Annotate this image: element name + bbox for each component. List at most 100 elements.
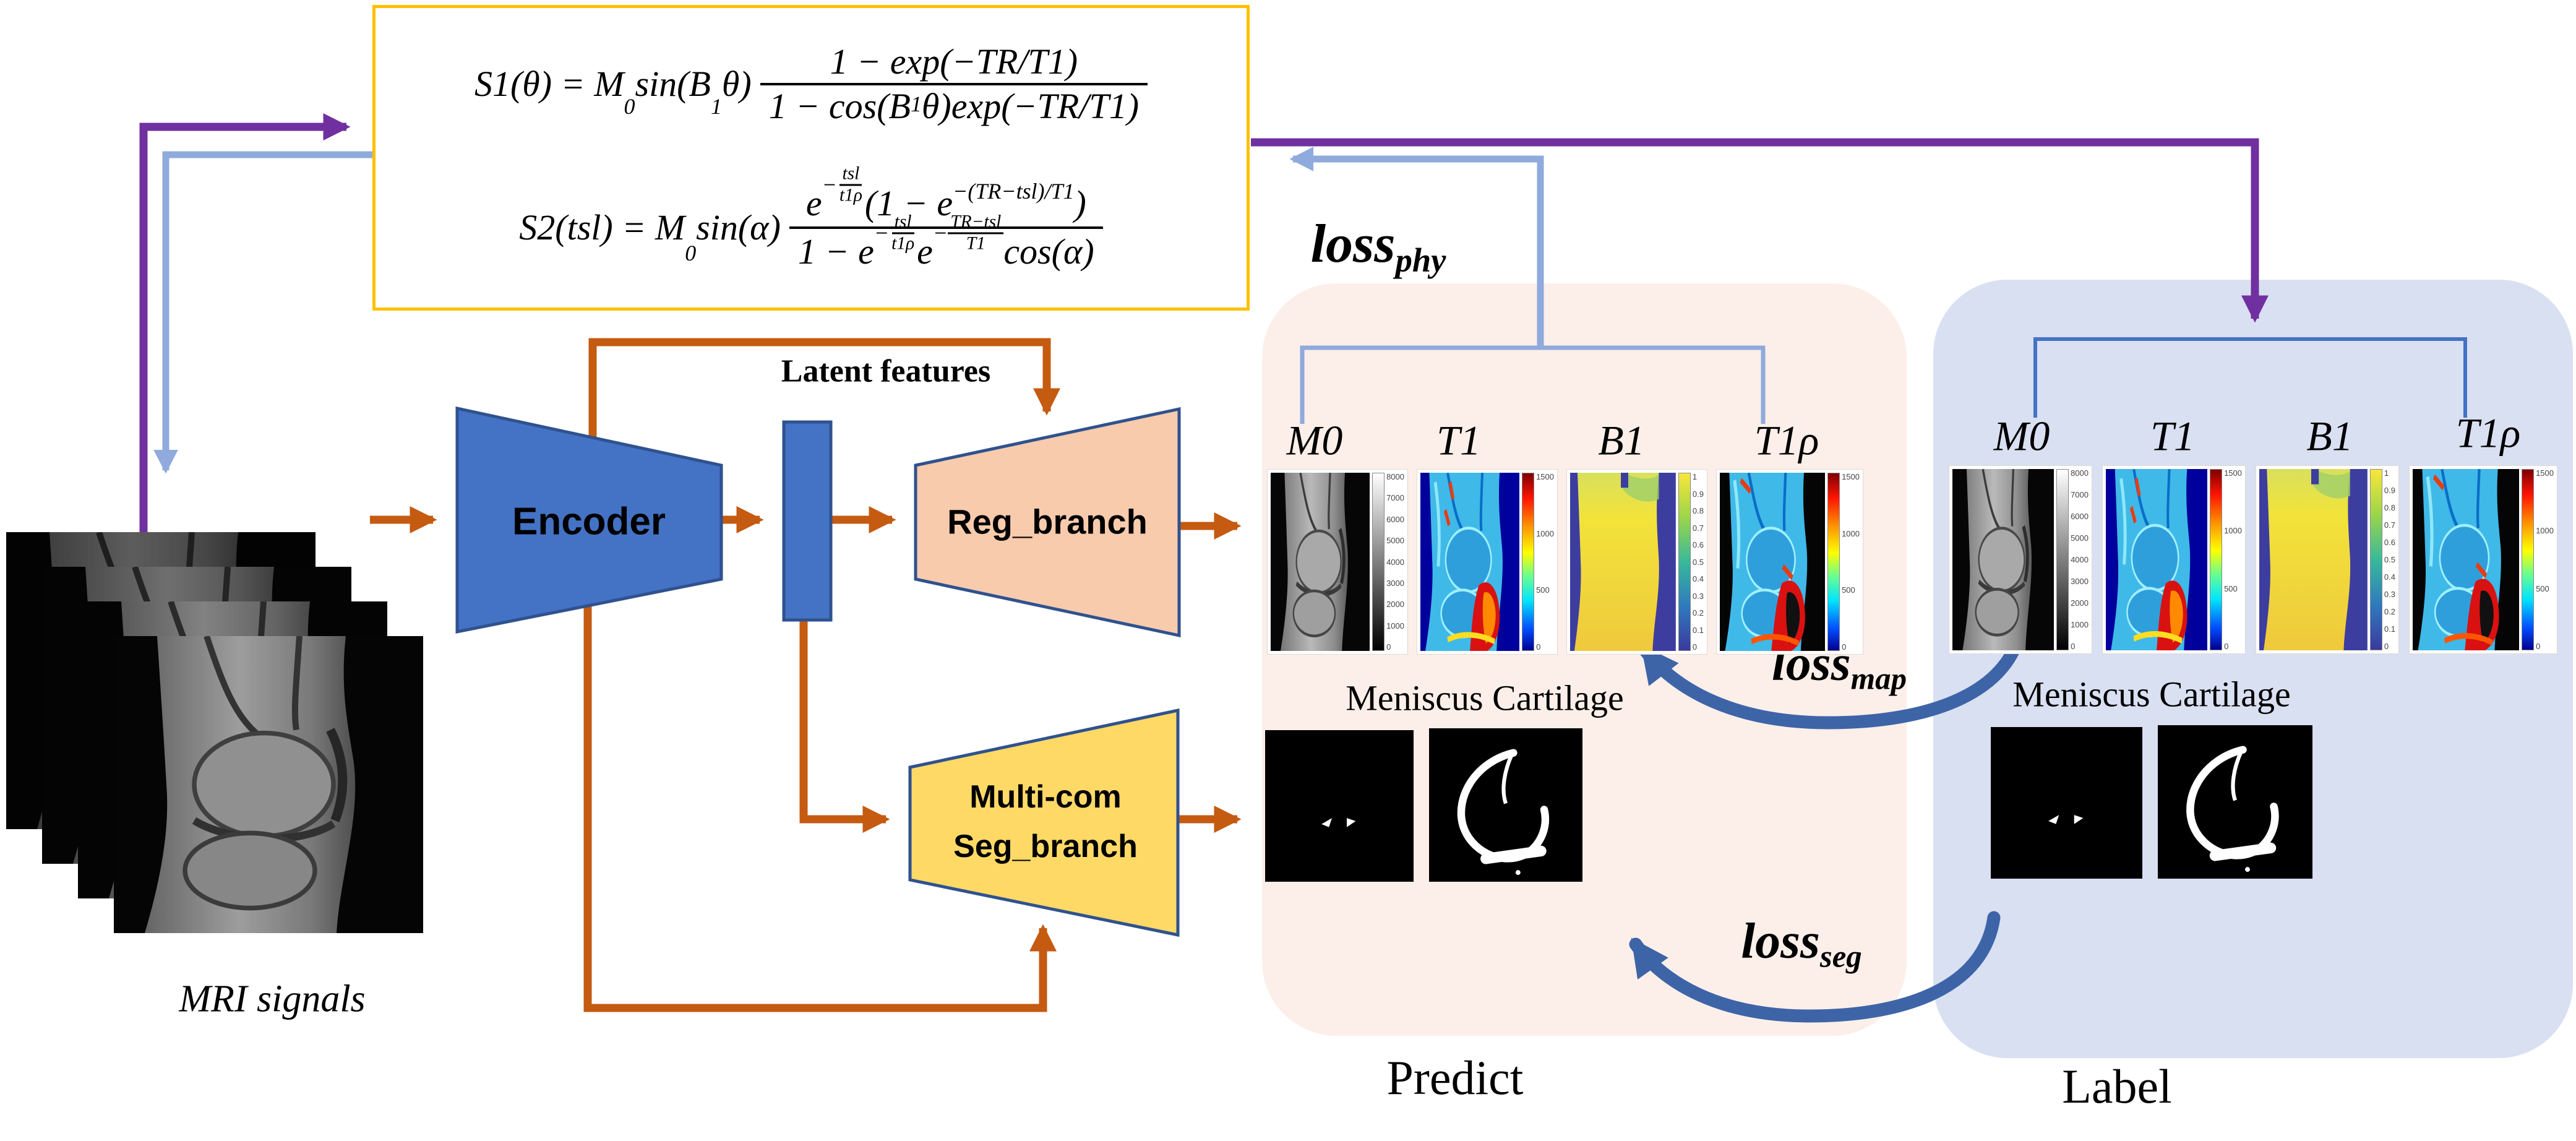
lossphy-equation-to-signals-arrow xyxy=(153,151,372,474)
colorbar-tick: 0.4 xyxy=(2384,572,2395,582)
label-t1-map: 1500 1000 500 0 xyxy=(2102,465,2246,654)
t1-colorbar: 1500 1000 500 0 xyxy=(2210,469,2242,650)
colorbar-tick: 0 xyxy=(2071,642,2076,651)
seg-branch-label-line1: Multi-com xyxy=(969,779,1122,815)
predict-seg-title: Meniscus Cartilage xyxy=(1346,678,1624,718)
mri-signals-label: MRI signals xyxy=(179,978,366,1020)
colorbar-tick: 500 xyxy=(2224,583,2238,593)
t1rho-colorbar: 1500 1000 500 0 xyxy=(1827,473,1860,651)
colorbar-tick: 500 xyxy=(1536,585,1550,595)
label-map-title-t1rho: T1ρ xyxy=(2455,409,2521,457)
skip-connection-bottom xyxy=(583,606,1057,1012)
m0-colorbar: 8000 7000 6000 5000 4000 3000 2000 1000 0 xyxy=(2056,469,2089,650)
latent-features-label: Latent features xyxy=(781,353,991,389)
label-map-title-t1: T1 xyxy=(2150,412,2195,460)
colorbar-tick: 0.9 xyxy=(1692,489,1704,499)
colorbar-tick: 1000 xyxy=(1842,528,1860,538)
loss-seg-label: lossseg xyxy=(1741,912,1862,974)
colorbar-tick: 0.3 xyxy=(2384,590,2395,599)
colorbar-tick: 0 xyxy=(1692,642,1698,652)
equation-s1: S1(θ) = M 0 sin(B 1 θ) 1 − exp(−TR/T1) 1 − c… xyxy=(474,41,1148,129)
label-maps-bracket xyxy=(2033,337,2467,418)
encoder-label: Encoder xyxy=(512,500,666,543)
skip-connection-top xyxy=(588,338,1061,457)
colorbar-tick: 2000 xyxy=(2071,598,2089,608)
colorbar-tick: 2000 xyxy=(1386,600,1404,609)
colorbar-tick: 0 xyxy=(1386,642,1391,652)
t1rho-colorbar: 1500 1000 500 0 xyxy=(2522,469,2554,650)
colorbar-tick: 0.7 xyxy=(2384,520,2395,530)
predict-m0-map: 8000 7000 6000 5000 4000 3000 2000 1000 0 xyxy=(1267,469,1408,655)
colorbar-tick: 7000 xyxy=(2071,490,2089,499)
colorbar-tick: 0.6 xyxy=(2384,538,2395,547)
label-b1-map: 1 0.9 0.8 0.7 0.6 0.5 0.4 0.3 0.2 0.1 0 xyxy=(2256,465,2399,654)
predict-meniscus-mask xyxy=(1265,730,1414,882)
colorbar-tick: 0.4 xyxy=(1692,574,1704,583)
physics-equation-box: S1(θ) = M 0 sin(B 1 θ) 1 − exp(−TR/T1) 1 − c… xyxy=(372,5,1250,311)
colorbar-tick: 1000 xyxy=(2224,526,2242,536)
colorbar-tick: 8000 xyxy=(2071,468,2089,478)
colorbar-tick: 1000 xyxy=(2071,620,2089,629)
colorbar-tick: 7000 xyxy=(1386,493,1404,503)
predict-map-title-t1: T1 xyxy=(1436,416,1481,464)
lossmap-curved-arrow xyxy=(1639,617,2029,730)
purple-signal-to-equation-arrow xyxy=(139,113,351,640)
colorbar-tick: 8000 xyxy=(1386,472,1404,481)
colorbar-tick: 4000 xyxy=(1386,557,1404,567)
colorbar-tick: 0.2 xyxy=(1692,608,1704,618)
colorbar-tick: 1000 xyxy=(1386,621,1404,631)
reg-branch-label: Reg_branch xyxy=(947,502,1148,541)
colorbar-tick: 0.6 xyxy=(1692,540,1704,549)
colorbar-tick: 0.5 xyxy=(2384,555,2395,564)
colorbar-tick: 0 xyxy=(2224,641,2229,651)
label-cartilage-mask xyxy=(2158,725,2312,879)
label-m0-map: 8000 7000 6000 5000 4000 3000 2000 1000 0 xyxy=(1949,465,2092,654)
encoder-shape xyxy=(455,406,723,634)
t1-colorbar: 1500 1000 500 0 xyxy=(1522,473,1554,651)
colorbar-tick: 0 xyxy=(1842,642,1847,652)
lossphy-maps-to-equation-arrow xyxy=(1289,147,1544,348)
colorbar-tick: 0.9 xyxy=(2384,486,2395,495)
colorbar-tick: 1500 xyxy=(1536,472,1554,481)
predict-map-title-m0: M0 xyxy=(1286,416,1343,464)
colorbar-tick: 3000 xyxy=(1386,578,1404,588)
predict-group-box xyxy=(1262,283,1907,1036)
label-map-title-m0: M0 xyxy=(1993,412,2050,460)
label-caption: Label xyxy=(2062,1059,2172,1113)
colorbar-tick: 1500 xyxy=(2536,468,2554,478)
colorbar-tick: 6000 xyxy=(1386,514,1404,524)
latent-shape xyxy=(782,420,833,622)
label-meniscus-mask xyxy=(1991,727,2142,879)
b1-colorbar: 1 0.9 0.8 0.7 0.6 0.5 0.4 0.3 0.2 0.1 0 xyxy=(2369,468,2395,651)
colorbar-tick: 5000 xyxy=(2071,533,2089,543)
colorbar-tick: 0 xyxy=(2384,642,2389,651)
predict-map-title-t1rho: T1ρ xyxy=(1754,416,1819,464)
colorbar-tick: 0.8 xyxy=(2384,503,2395,512)
loss-phy-label: lossphy xyxy=(1310,213,1446,280)
colorbar-tick: 1 xyxy=(1692,472,1698,481)
colorbar-tick: 0.7 xyxy=(1692,523,1704,533)
predict-caption: Predict xyxy=(1386,1051,1524,1104)
predict-maps-bracket xyxy=(1300,345,1766,424)
colorbar-tick: 4000 xyxy=(2071,555,2089,564)
colorbar-tick: 1 xyxy=(2384,468,2389,478)
colorbar-tick: 0.3 xyxy=(1692,591,1704,601)
reg-branch-shape xyxy=(914,407,1181,638)
arrow-latent-to-seg xyxy=(799,620,890,833)
label-map-title-b1: B1 xyxy=(2306,412,2353,460)
colorbar-tick: 1000 xyxy=(2536,526,2554,536)
colorbar-tick: 500 xyxy=(1842,585,1855,595)
equation-s2: S2(tsl) = M 0 sin(α) e − tsl t1ρ (1 − e −(TR… xyxy=(519,165,1103,275)
m0-colorbar: 8000 7000 6000 5000 4000 3000 2000 1000 0 xyxy=(1372,473,1404,651)
predict-map-title-b1: B1 xyxy=(1598,416,1645,464)
predict-t1-map: 1500 1000 500 0 xyxy=(1417,469,1558,655)
colorbar-tick: 1500 xyxy=(2224,468,2242,478)
colorbar-tick: 5000 xyxy=(1386,536,1404,546)
predict-cartilage-mask xyxy=(1429,728,1582,882)
colorbar-tick: 0 xyxy=(1536,642,1541,652)
b1-colorbar: 1 0.9 0.8 0.7 0.6 0.5 0.4 0.3 0.2 0.1 0 xyxy=(1678,473,1704,651)
colorbar-tick: 0.5 xyxy=(1692,557,1704,567)
colorbar-tick: 0 xyxy=(2536,641,2541,651)
lossseg-curved-arrow xyxy=(1629,911,2001,1023)
